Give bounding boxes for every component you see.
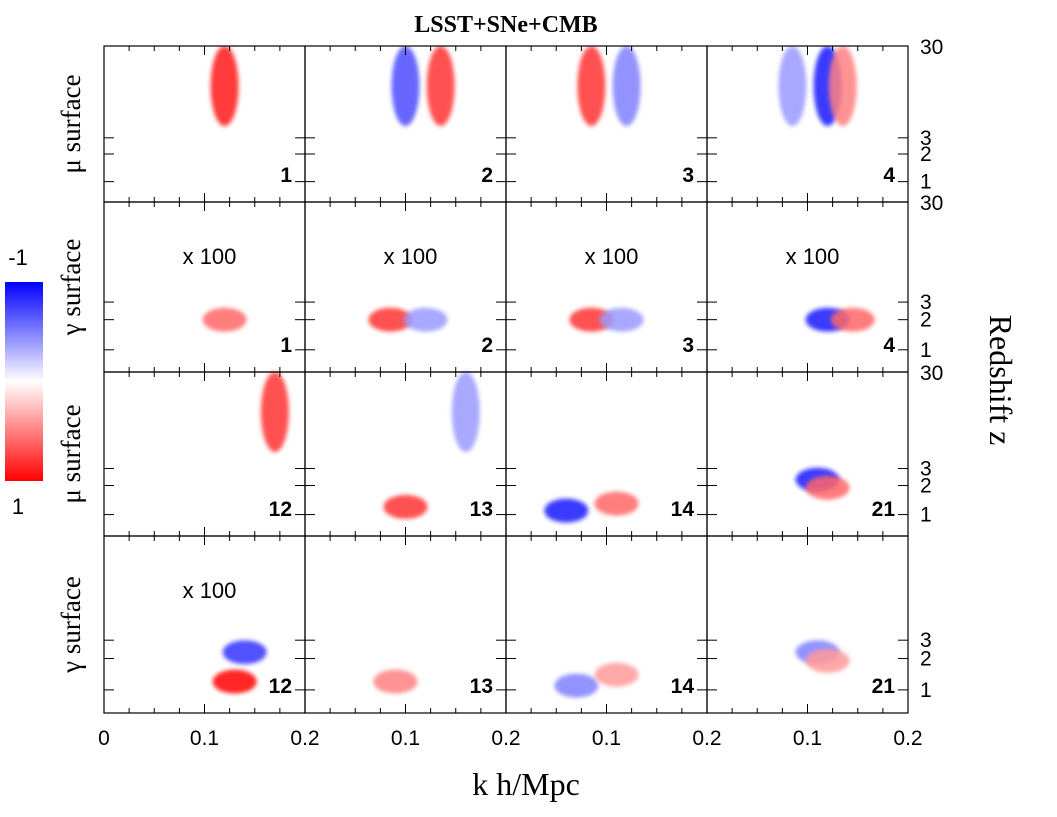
row-label: μ surface [56, 74, 86, 173]
heat-feature-r4-c1-1 [212, 669, 257, 694]
mode-number: 14 [671, 498, 695, 521]
y-tick-label: 1 [920, 504, 932, 527]
heat-feature-r2-c1-1 [202, 307, 247, 332]
mode-number: 1 [280, 164, 292, 187]
heat-feature-r3-c2-1 [383, 494, 428, 519]
x-tick-label: 0.1 [391, 727, 420, 750]
y-tick-label: 3 [920, 629, 932, 652]
y-tick-label: 3 [920, 291, 932, 314]
heat-feature-r2-c3-2 [599, 307, 644, 332]
heat-feature-r4-c3-1 [554, 673, 599, 698]
heat-feature-r4-c3-2 [594, 662, 639, 687]
y-tick-label: 2 [920, 475, 932, 498]
y-tick-label: 1 [920, 171, 932, 194]
y-tick-label: 30 [920, 192, 943, 215]
heat-feature-r3-c3-2 [594, 491, 639, 516]
colorbar-min-label: -1 [8, 245, 28, 270]
y-tick-label: 1 [920, 339, 932, 362]
scale-label: x 100 [384, 244, 438, 269]
mode-number: 21 [872, 675, 896, 698]
heat-feature-r1-c2-1 [391, 46, 420, 126]
mode-number: 4 [883, 164, 895, 187]
y-tick-label: 2 [920, 648, 932, 671]
panel-frame-r2-c1 [103, 201, 306, 373]
x-tick-label: 0.2 [290, 727, 319, 750]
heat-feature-r2-c4-2 [830, 307, 875, 332]
mode-number: 2 [481, 164, 493, 187]
row-label: γ surface [56, 576, 86, 674]
scale-label: x 100 [183, 578, 237, 603]
heat-feature-r4-c4-2 [805, 648, 850, 673]
mode-number: 3 [682, 164, 694, 187]
panel-frame-r1-c3 [505, 45, 708, 203]
heat-feature-r1-c1-1 [210, 46, 239, 126]
panel-frame-r2-c3 [505, 201, 708, 373]
y-tick-label: 1 [920, 679, 932, 702]
heat-feature-r3-c2-2 [451, 372, 480, 452]
mode-number: 13 [470, 498, 493, 521]
scale-label: x 100 [786, 244, 840, 269]
y-tick-label: 30 [920, 362, 943, 385]
heat-feature-r1-c4-1 [778, 46, 807, 126]
y-tick-label: 3 [920, 127, 932, 150]
heat-feature-r2-c3-1 [569, 307, 614, 332]
y-tick-label: 3 [920, 458, 932, 481]
x-tick-label: 0.1 [190, 727, 219, 750]
heat-feature-r3-c3-1 [544, 498, 589, 523]
row-label: μ surface [56, 404, 86, 503]
mode-number: 13 [470, 675, 493, 698]
x-axis-label: k h/Mpc [472, 766, 580, 802]
heat-feature-r1-c4-3 [828, 46, 857, 126]
heat-feature-r1-c2-2 [426, 46, 455, 126]
x-tick-label: 0.1 [592, 727, 621, 750]
x-tick-label: 0.2 [893, 727, 922, 750]
heat-feature-r4-c1-2 [222, 640, 267, 665]
scale-label: x 100 [183, 244, 237, 269]
y-tick-label: 2 [920, 143, 932, 166]
heat-feature-r2-c2-2 [403, 307, 448, 332]
x-tick-label: 0.2 [491, 727, 520, 750]
chart-title: LSST+SNe+CMB [414, 12, 597, 38]
scale-label: x 100 [585, 244, 639, 269]
mode-number: 21 [872, 498, 896, 521]
panel-frame-r1-c4 [706, 45, 909, 203]
x-tick-label: 0.2 [692, 727, 721, 750]
colorbar: -1 1 [5, 245, 43, 519]
heat-layer [202, 46, 875, 698]
heat-feature-r4-c2-1 [373, 669, 418, 694]
mode-number: 1 [280, 334, 292, 357]
mode-number: 12 [269, 675, 292, 698]
heat-feature-r2-c2-1 [368, 307, 413, 332]
row-label: γ surface [56, 239, 86, 337]
panel-frame-r1-c1 [103, 45, 306, 203]
panel-frame-r2-c4 [706, 201, 909, 373]
x-tick-label: 0.1 [793, 727, 822, 750]
mode-number: 12 [269, 498, 292, 521]
y-tick-label: 2 [920, 309, 932, 332]
mode-number: 4 [883, 334, 895, 357]
mode-number: 2 [481, 334, 493, 357]
mode-number: 3 [682, 334, 694, 357]
x-tick-label: 0 [98, 727, 110, 750]
colorbar-scale [5, 282, 43, 481]
heat-feature-r3-c1-1 [260, 372, 289, 452]
y-axis-label-right: Redshift z [983, 315, 1019, 446]
panel-grid [103, 45, 909, 714]
colorbar-max-label: 1 [12, 494, 24, 519]
mode-number: 14 [671, 675, 695, 698]
y-tick-label: 30 [920, 36, 943, 59]
heat-feature-r1-c3-2 [612, 46, 641, 126]
heat-feature-r1-c3-1 [577, 46, 606, 126]
panel-frame-r2-c2 [304, 201, 507, 373]
heat-feature-r3-c4-2 [805, 475, 850, 500]
